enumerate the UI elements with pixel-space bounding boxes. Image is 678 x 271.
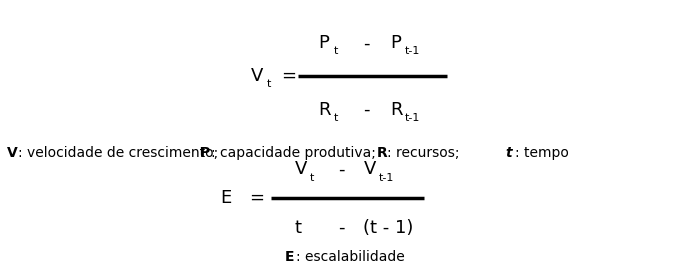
Text: V: V bbox=[251, 67, 263, 85]
Text: t: t bbox=[334, 113, 338, 123]
Text: E: E bbox=[285, 250, 294, 264]
Text: =: = bbox=[249, 189, 264, 207]
Text: R: R bbox=[319, 101, 331, 119]
Text: R: R bbox=[376, 146, 387, 160]
Text: t: t bbox=[310, 173, 314, 182]
Text: : tempo: : tempo bbox=[515, 146, 569, 160]
Text: -: - bbox=[363, 34, 370, 52]
Text: t: t bbox=[505, 146, 512, 160]
Text: -: - bbox=[338, 219, 344, 237]
Text: V: V bbox=[295, 160, 307, 178]
Text: -: - bbox=[363, 101, 370, 119]
Text: : recursos;: : recursos; bbox=[387, 146, 460, 160]
Text: V: V bbox=[7, 146, 18, 160]
Text: t-1: t-1 bbox=[379, 173, 395, 182]
Text: =: = bbox=[281, 67, 296, 85]
Text: P: P bbox=[319, 34, 330, 52]
Text: t: t bbox=[295, 219, 302, 237]
Text: P: P bbox=[200, 146, 210, 160]
Text: : velocidade de crescimento;: : velocidade de crescimento; bbox=[18, 146, 218, 160]
Text: -: - bbox=[338, 160, 344, 178]
Text: P: P bbox=[390, 34, 401, 52]
Text: : escalabilidade: : escalabilidade bbox=[296, 250, 404, 264]
Text: t: t bbox=[266, 79, 271, 89]
Text: R: R bbox=[390, 101, 402, 119]
Text: t-1: t-1 bbox=[405, 47, 420, 56]
Text: V: V bbox=[364, 160, 376, 178]
Text: E: E bbox=[220, 189, 232, 207]
Text: : capacidade produtiva;: : capacidade produtiva; bbox=[211, 146, 376, 160]
Text: (t - 1): (t - 1) bbox=[363, 219, 413, 237]
Text: t-1: t-1 bbox=[405, 113, 420, 123]
Text: t: t bbox=[334, 47, 338, 56]
